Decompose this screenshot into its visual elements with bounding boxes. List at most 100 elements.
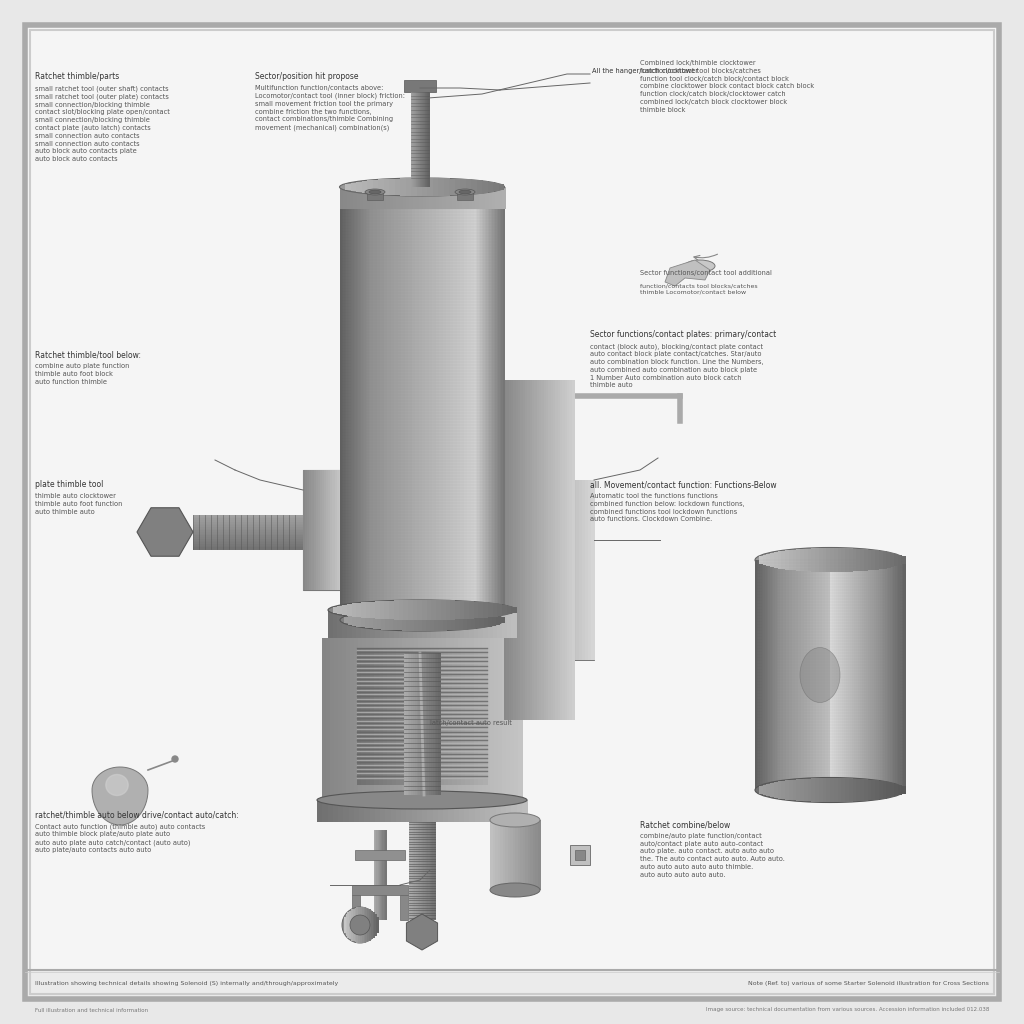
Bar <box>503 820 506 890</box>
Bar <box>367 209 370 620</box>
Bar <box>887 560 889 790</box>
Bar <box>585 480 589 660</box>
Bar <box>490 820 494 890</box>
Bar <box>414 92 416 187</box>
Bar <box>193 534 303 537</box>
Bar <box>406 187 411 209</box>
Bar <box>492 209 495 620</box>
Bar <box>378 179 384 195</box>
Bar <box>484 209 487 620</box>
Bar <box>801 560 805 790</box>
Bar <box>564 380 568 720</box>
Bar <box>849 560 853 790</box>
Bar <box>406 178 412 196</box>
Bar <box>807 560 811 790</box>
Bar <box>193 523 303 526</box>
Bar <box>883 552 887 568</box>
Bar <box>525 480 529 660</box>
Bar <box>890 553 894 567</box>
Bar <box>492 187 496 209</box>
Bar <box>443 178 450 196</box>
Bar <box>464 601 469 618</box>
Bar <box>517 820 521 890</box>
Bar <box>889 560 891 790</box>
Bar <box>860 779 864 801</box>
Bar <box>385 830 387 920</box>
Bar <box>394 610 399 638</box>
Bar <box>498 209 501 620</box>
Bar <box>422 92 423 187</box>
Bar <box>317 800 324 822</box>
Bar <box>307 470 310 590</box>
Bar <box>410 653 413 795</box>
Bar <box>409 648 415 785</box>
Bar <box>482 187 486 209</box>
Bar <box>397 609 402 631</box>
Bar <box>422 609 427 631</box>
Bar <box>439 209 443 620</box>
Bar <box>416 187 420 209</box>
Bar <box>406 638 411 800</box>
Bar <box>422 653 425 795</box>
Bar <box>886 782 891 798</box>
Bar <box>489 209 492 620</box>
Bar <box>415 653 418 795</box>
Bar <box>775 560 777 790</box>
Bar <box>878 560 881 790</box>
Bar <box>872 560 874 790</box>
Text: small ratchet tool (outer shaft) contacts
small ratchet tool (outer plate) conta: small ratchet tool (outer shaft) contact… <box>35 85 170 162</box>
Bar <box>366 638 371 800</box>
Bar <box>421 92 423 187</box>
Bar <box>535 380 538 720</box>
Bar <box>347 610 352 638</box>
Bar <box>497 209 499 620</box>
Bar <box>482 181 488 194</box>
Bar <box>874 551 880 569</box>
Bar <box>377 610 382 629</box>
Bar <box>492 614 497 626</box>
Bar <box>498 610 503 638</box>
Bar <box>375 800 381 822</box>
Bar <box>438 609 443 631</box>
Bar <box>385 610 390 630</box>
Bar <box>432 822 435 920</box>
Bar <box>389 610 394 630</box>
Bar <box>360 610 367 638</box>
Ellipse shape <box>755 548 905 572</box>
Bar <box>193 539 303 542</box>
Bar <box>361 907 365 943</box>
Bar <box>811 549 815 571</box>
Bar <box>377 830 379 920</box>
Bar <box>417 800 423 822</box>
Bar <box>411 178 417 196</box>
Bar <box>384 610 390 638</box>
Bar <box>431 610 437 638</box>
Bar <box>426 187 430 209</box>
Bar <box>418 610 423 638</box>
Bar <box>384 830 386 920</box>
Bar <box>396 187 400 209</box>
Bar <box>403 600 409 620</box>
Bar <box>500 616 505 624</box>
Bar <box>411 92 413 187</box>
Bar <box>893 560 896 790</box>
Bar <box>410 609 415 631</box>
Bar <box>815 778 819 802</box>
Bar <box>350 187 354 209</box>
Bar <box>449 800 455 822</box>
Bar <box>842 548 846 571</box>
Bar <box>368 908 370 941</box>
Bar <box>879 781 883 799</box>
Bar <box>346 914 348 936</box>
Bar <box>901 556 905 564</box>
Bar <box>825 560 829 790</box>
Bar <box>558 480 562 660</box>
Bar <box>193 542 303 545</box>
Bar <box>457 193 473 200</box>
Polygon shape <box>665 260 710 286</box>
Bar <box>418 92 419 187</box>
Bar <box>755 560 758 790</box>
Bar <box>470 648 475 785</box>
Bar <box>522 820 526 890</box>
Bar <box>384 209 388 620</box>
